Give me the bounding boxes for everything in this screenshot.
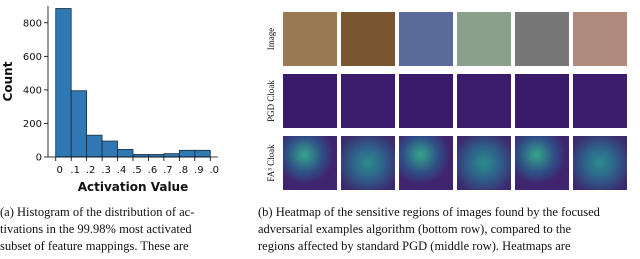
image-grid — [283, 12, 627, 190]
caption-line: adversarial examples algorithm (bottom r… — [258, 222, 572, 236]
x-tick-label: .2 — [86, 165, 96, 176]
row-label: PGD Cloak — [266, 80, 276, 122]
row-label: Image — [266, 28, 276, 51]
image — [341, 12, 395, 66]
caption-line: regions affected by standard PGD (middle… — [258, 239, 571, 253]
fa3-heatmap — [283, 136, 337, 190]
image — [457, 12, 511, 66]
row-label: FA³ Cloak — [266, 144, 276, 182]
fa3-heatmap — [515, 136, 569, 190]
pgd-heatmap — [283, 74, 337, 128]
x-tick-label: .7 — [163, 165, 173, 176]
caption-line: (a) Histogram of the distribution of ac- — [0, 205, 194, 219]
pgd-heatmap — [573, 74, 627, 128]
x-tick-label: .6 — [148, 165, 158, 176]
x-tick-label: .3 — [101, 165, 111, 176]
pgd-heatmap — [457, 74, 511, 128]
image — [399, 12, 453, 66]
fa3-heatmap — [573, 136, 627, 190]
pgd-heatmap — [515, 74, 569, 128]
fa3-heatmap — [399, 136, 453, 190]
bar — [178, 149, 196, 158]
fa3-heatmap — [457, 136, 511, 190]
pgd-heatmap — [341, 74, 395, 128]
y-tick-label: 600 — [23, 52, 42, 63]
image — [283, 12, 337, 66]
x-tick-label: .1 — [70, 165, 80, 176]
image — [515, 12, 569, 66]
x-axis-label: Activation Value — [78, 180, 189, 194]
y-axis-label: Count — [1, 61, 15, 101]
caption-line: tivations in the 99.98% most activated — [0, 222, 192, 236]
bar — [117, 149, 134, 158]
x-tick-label: .4 — [117, 165, 127, 176]
y-tick-label: 0 — [36, 153, 42, 164]
x-tick-label: .0 — [209, 165, 219, 176]
bar — [194, 149, 211, 158]
x-tick-label: 0 — [57, 165, 63, 176]
bar — [163, 153, 180, 158]
image — [573, 12, 627, 66]
x-tick-label: .8 — [179, 165, 189, 176]
bar — [70, 90, 88, 158]
pgd-heatmap — [399, 74, 453, 128]
caption-line: (b) Heatmap of the sensitive regions of … — [258, 205, 601, 219]
bar — [101, 140, 118, 158]
y-tick-label: 400 — [23, 85, 42, 96]
y-tick-label: 800 — [23, 18, 42, 29]
fa3-heatmap — [341, 136, 395, 190]
caption-line: subset of feature mappings. These are — [0, 239, 189, 253]
x-tick-label: .5 — [132, 165, 142, 176]
bar — [86, 134, 103, 158]
x-tick-label: .9 — [194, 165, 204, 176]
y-tick-label: 200 — [23, 119, 42, 130]
bar — [55, 8, 72, 158]
